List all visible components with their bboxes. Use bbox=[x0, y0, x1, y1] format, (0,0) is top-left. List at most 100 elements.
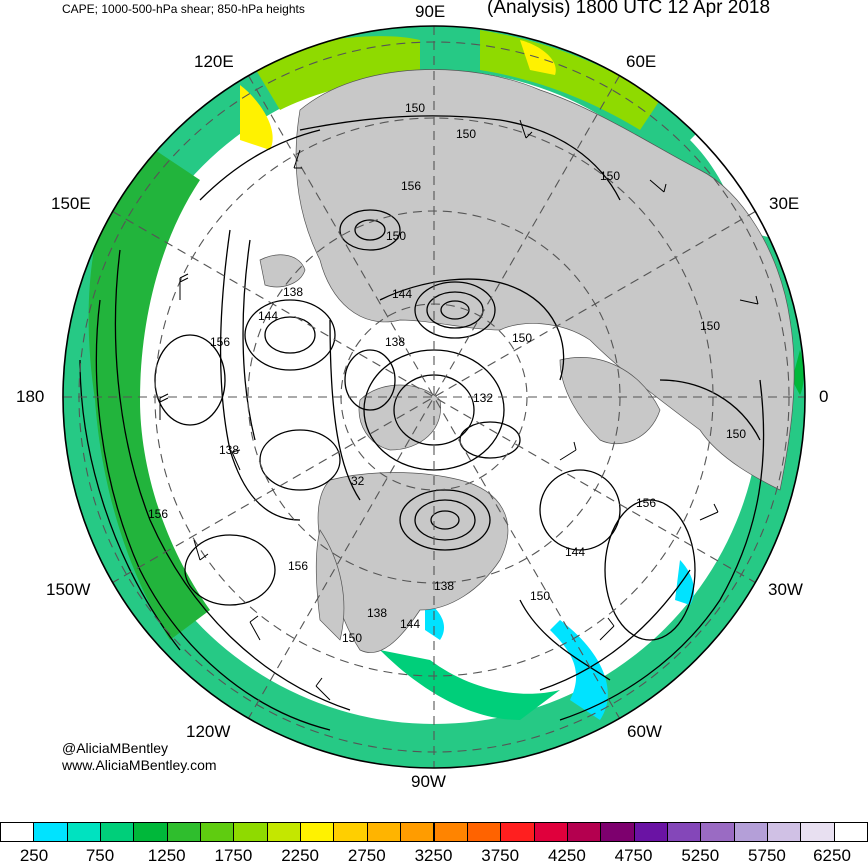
colorbar-label: 3250 bbox=[414, 846, 453, 865]
colorbar-swatch bbox=[800, 822, 835, 842]
cape-caribbean bbox=[380, 650, 560, 720]
wind-barb-7 bbox=[699, 503, 719, 521]
lon-label-30w: 30W bbox=[768, 580, 803, 599]
contour-29 bbox=[219, 229, 301, 521]
wind-barb-14 bbox=[109, 619, 121, 641]
wind-barb-15 bbox=[761, 599, 781, 611]
contour-1 bbox=[414, 281, 496, 339]
contour-label: 138 bbox=[367, 606, 387, 620]
greenland-arctic bbox=[358, 384, 441, 451]
lon-label-90e: 90E bbox=[415, 2, 446, 21]
contour-22 bbox=[114, 249, 351, 711]
colorbar-swatch bbox=[700, 822, 735, 842]
contour-7 bbox=[244, 299, 336, 371]
contour-label: 138 bbox=[434, 579, 454, 593]
eurasia bbox=[295, 69, 795, 491]
colorbar-swatch bbox=[733, 822, 768, 842]
colorbar-label: 4750 bbox=[614, 846, 653, 865]
cape-atlantic-cyan bbox=[550, 620, 608, 720]
contour-26 bbox=[199, 129, 321, 201]
colorbar-swatch bbox=[33, 822, 68, 842]
map-title: (Analysis) 1800 UTC 12 Apr 2018 bbox=[487, 0, 771, 18]
contour-label: 150 bbox=[726, 427, 746, 441]
contour-9 bbox=[339, 209, 401, 251]
colorbar-label: 5750 bbox=[748, 846, 786, 865]
contour-label: 32 bbox=[351, 474, 365, 488]
colorbar-label: 2250 bbox=[281, 846, 320, 865]
land-masses bbox=[259, 69, 795, 653]
colorbar-label: 750 bbox=[85, 846, 115, 865]
wind-barb-5 bbox=[315, 677, 331, 701]
meridian-30e-150w bbox=[112, 211, 756, 583]
lon-label-120e: 120E bbox=[194, 52, 234, 71]
contour-2 bbox=[426, 291, 484, 329]
contour-label: 144 bbox=[258, 309, 278, 323]
colorbar-swatch bbox=[333, 822, 368, 842]
contour-label: 144 bbox=[400, 617, 420, 631]
colorbar-swatch bbox=[133, 822, 168, 842]
contour-5 bbox=[414, 499, 476, 541]
contour-label: 144 bbox=[565, 545, 585, 559]
wind-barb-9 bbox=[649, 179, 667, 193]
lon-label-60e: 60E bbox=[626, 52, 657, 71]
map-subtitle: CAPE; 1000-500-hPa shear; 850-hPa height… bbox=[62, 2, 305, 16]
colorbar-swatch bbox=[533, 822, 568, 842]
contour-label: 138 bbox=[219, 443, 239, 457]
colorbar-swatch bbox=[566, 822, 602, 842]
lon-label-180: 180 bbox=[16, 387, 45, 406]
lon-label-150w: 150W bbox=[46, 580, 91, 599]
colorbar-swatch bbox=[66, 822, 102, 842]
contour-label: 132 bbox=[473, 391, 493, 405]
colorbar-label: 2750 bbox=[347, 846, 386, 865]
contour-19 bbox=[539, 469, 621, 551]
wind-barb-4 bbox=[249, 615, 261, 641]
contour-label: 156 bbox=[210, 335, 230, 349]
colorbar-label: 4250 bbox=[547, 846, 586, 865]
colorbar-swatch bbox=[766, 822, 802, 842]
contour-label: 156 bbox=[636, 496, 656, 510]
wind-barb-8 bbox=[739, 295, 759, 305]
contour-label: 138 bbox=[283, 285, 303, 299]
contour-label: 150 bbox=[405, 101, 425, 115]
contour-13 bbox=[459, 421, 521, 459]
map-border bbox=[62, 25, 806, 769]
contour-24 bbox=[559, 379, 765, 721]
wind-barb-3 bbox=[193, 539, 209, 561]
kamchatka bbox=[259, 254, 306, 288]
contour-10 bbox=[354, 219, 386, 241]
contour-32 bbox=[519, 599, 611, 681]
meridians bbox=[63, 26, 805, 768]
contour-label: 138 bbox=[385, 335, 405, 349]
colorbar-swatch bbox=[833, 822, 868, 842]
colorbar-label: 250 bbox=[19, 846, 49, 865]
contour-6 bbox=[430, 510, 460, 530]
lon-label-0: 0 bbox=[819, 387, 829, 406]
wind-barb-11 bbox=[293, 149, 302, 169]
lon-label-150e: 150E bbox=[51, 194, 91, 213]
contour-3 bbox=[440, 300, 470, 320]
mexico bbox=[315, 529, 345, 641]
credit-handle: @AliciaMBentley bbox=[62, 740, 169, 756]
contour-label: 150 bbox=[700, 319, 720, 333]
colorbar-label: 3750 bbox=[481, 846, 520, 865]
contour-label: 156 bbox=[401, 179, 421, 193]
wind-barb-6 bbox=[599, 617, 615, 641]
contour-8 bbox=[264, 316, 316, 354]
wind-barb-10 bbox=[519, 119, 533, 139]
colorbar-swatch bbox=[166, 822, 202, 842]
lon-label-120w: 120W bbox=[186, 722, 231, 741]
contour-17 bbox=[184, 534, 276, 606]
colorbar-label: 1250 bbox=[147, 846, 186, 865]
contour-label: 150 bbox=[530, 589, 550, 603]
lon-label-60w: 60W bbox=[627, 722, 662, 741]
meridian-120e-60w bbox=[248, 75, 620, 719]
lon-label-30e: 30E bbox=[769, 194, 800, 213]
colorbar-swatch bbox=[466, 822, 502, 842]
contour-18 bbox=[604, 499, 696, 641]
colorbar-swatch bbox=[600, 822, 635, 842]
wind-barb-12 bbox=[231, 449, 241, 471]
contour-20 bbox=[299, 115, 621, 201]
colorbar-swatch bbox=[633, 822, 668, 842]
contour-27 bbox=[379, 278, 565, 381]
lon-label-90w: 90W bbox=[411, 772, 446, 791]
